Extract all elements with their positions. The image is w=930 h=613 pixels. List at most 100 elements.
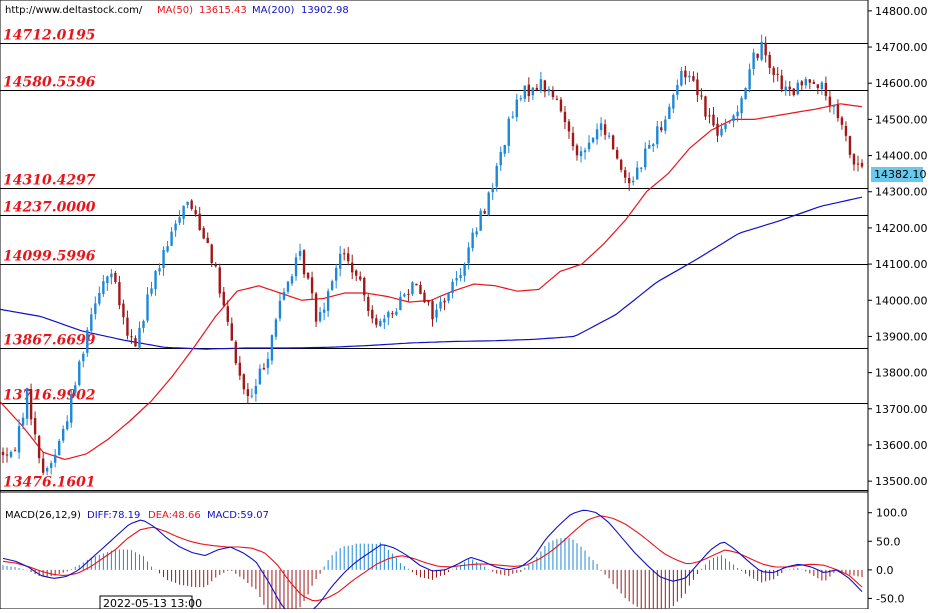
candle-body (816, 84, 820, 89)
candle-body (844, 125, 848, 136)
ma50-legend-label: MA(50) (157, 5, 193, 16)
candle-body (704, 96, 707, 117)
candle-body (607, 135, 611, 137)
candle-body (5, 454, 9, 456)
candle-body (306, 272, 310, 279)
ma200-line (0, 196, 863, 350)
candle-body (427, 300, 430, 303)
candle-body (166, 246, 169, 252)
candle-body (391, 313, 394, 315)
candle-body (579, 151, 583, 157)
candle-body (371, 309, 374, 319)
candle-body (808, 79, 812, 83)
candle-body (716, 123, 719, 136)
candle-body (379, 320, 382, 326)
macd-header: MACD(26,12,9) DIFF:78.19 DEA:48.66 MACD:… (5, 510, 269, 521)
candle-body (114, 272, 117, 283)
candle-body (110, 273, 113, 278)
candle-body (692, 76, 695, 81)
candle-body (198, 213, 201, 230)
candle-body (234, 341, 238, 364)
candle-body (531, 87, 535, 96)
candle-body (744, 88, 747, 100)
candle-body (644, 148, 647, 168)
candle-body (347, 253, 350, 262)
candle-body (563, 111, 567, 123)
candle-body (94, 303, 97, 315)
candle-body (403, 294, 406, 297)
candles-layer (1, 34, 864, 476)
candle-body (780, 75, 783, 90)
price-tick-label: 14300.00 (875, 186, 928, 199)
candle-body (415, 283, 418, 286)
candle-body (238, 362, 242, 376)
macd-tick-label: 100.0 (876, 507, 908, 520)
price-badge-bg (871, 167, 923, 182)
candle-body (736, 111, 739, 117)
candle-body (106, 276, 109, 284)
candle-body (286, 281, 290, 292)
chart-header: http://www.deltastock.com/ MA(50) 13615.… (5, 5, 349, 16)
candle-body (338, 253, 342, 269)
price-tick-label: 14500.00 (875, 113, 928, 126)
macd-title: MACD(26,12,9) (5, 510, 81, 521)
candle-body (41, 458, 45, 473)
candle-body (800, 81, 803, 86)
candle-body (435, 309, 438, 318)
candle-body (591, 137, 595, 143)
timestamp-box: 2022-05-13 13:00 (99, 595, 202, 610)
candle-body (547, 88, 551, 92)
candle-body (190, 200, 193, 209)
candle-body (640, 167, 643, 169)
price-plot-frame (0, 0, 869, 493)
candle-body (724, 123, 727, 130)
candle-body (652, 144, 655, 147)
candle-body (732, 115, 735, 121)
candle-body (587, 142, 591, 150)
candle-body (656, 126, 659, 145)
candle-body (788, 86, 791, 90)
candle-body (222, 291, 225, 306)
candle-body (202, 228, 205, 239)
price-tick-label: 14000.00 (875, 294, 928, 307)
candle-body (387, 312, 390, 318)
candle-body (832, 105, 836, 107)
candle-body (824, 83, 828, 96)
candle-body (254, 385, 258, 395)
candle-body (214, 264, 217, 267)
candle-body (423, 292, 426, 303)
candle-body (62, 428, 65, 441)
candle-body (804, 79, 808, 86)
candle-body (672, 94, 675, 109)
candle-body (836, 105, 840, 119)
candle-body (375, 318, 378, 325)
macd-diff-line (2, 509, 863, 613)
candle-body (567, 121, 571, 132)
macd-axis: 100.0 50.0 0.0 -50.0 (868, 507, 908, 605)
candle-body (611, 135, 615, 150)
macd-tick-label: -50.0 (876, 592, 904, 605)
candle-body (483, 211, 486, 214)
candle-body (860, 162, 864, 167)
candle-body (355, 270, 358, 276)
candle-body (772, 67, 775, 75)
candle-body (258, 368, 262, 385)
candle-body (210, 244, 213, 264)
candle-body (539, 79, 543, 91)
candle-body (475, 231, 478, 235)
candle-body (411, 282, 414, 295)
candle-body (495, 165, 498, 187)
candle-body (603, 124, 607, 135)
candle-body (708, 115, 711, 117)
candle-body (363, 277, 366, 296)
candle-body (302, 250, 306, 275)
candle-body (599, 123, 603, 130)
candle-body (828, 96, 832, 106)
candle-body (507, 118, 510, 146)
candle-body (595, 129, 599, 140)
candle-body (760, 41, 763, 60)
candle-body (78, 361, 81, 385)
candle-body (29, 389, 33, 420)
candle-body (820, 82, 824, 90)
candle-body (740, 98, 743, 114)
